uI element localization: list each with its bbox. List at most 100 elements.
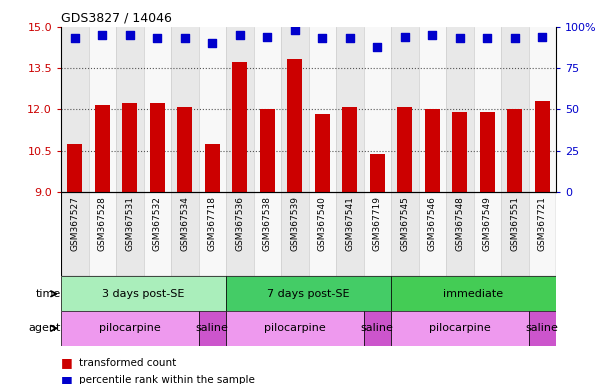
Text: GSM367531: GSM367531 (125, 196, 134, 251)
Text: ■: ■ (61, 356, 73, 369)
Point (70, 35, 79, 41)
Bar (315, 114, 330, 192)
Text: pilocarpine: pilocarpine (99, 323, 161, 333)
Bar (336, 192, 364, 276)
Text: transformed count: transformed count (79, 358, 177, 368)
Text: GSM367548: GSM367548 (455, 196, 464, 251)
Text: GSM367527: GSM367527 (70, 196, 79, 251)
Bar (287, 60, 302, 192)
Bar (122, 103, 137, 192)
Bar (364, 27, 391, 192)
Bar (391, 27, 419, 192)
Text: 3 days post-SE: 3 days post-SE (103, 289, 185, 299)
Text: time: time (36, 289, 61, 299)
Point (400, 34, 409, 40)
Text: GSM367536: GSM367536 (235, 196, 244, 251)
Bar (232, 62, 247, 192)
Bar (226, 27, 254, 192)
Bar (95, 105, 110, 192)
Bar (61, 276, 226, 311)
Text: GSM367540: GSM367540 (318, 196, 327, 251)
Bar (171, 27, 199, 192)
Text: pilocarpine: pilocarpine (264, 323, 326, 333)
Text: GSM367719: GSM367719 (373, 196, 382, 251)
Text: GSM367539: GSM367539 (290, 196, 299, 251)
Bar (116, 192, 144, 276)
Text: GSM367538: GSM367538 (263, 196, 272, 251)
Bar (474, 192, 501, 276)
Text: GSM367534: GSM367534 (180, 196, 189, 251)
Point (318, 35, 327, 41)
Bar (171, 192, 199, 276)
Bar (281, 192, 309, 276)
Bar (501, 192, 529, 276)
Text: saline: saline (526, 323, 558, 333)
Point (538, 34, 547, 40)
Point (510, 35, 519, 41)
Text: GSM367718: GSM367718 (208, 196, 217, 251)
Bar (336, 27, 364, 192)
Text: GDS3827 / 14046: GDS3827 / 14046 (61, 11, 172, 24)
Bar (309, 192, 336, 276)
Bar (535, 101, 550, 192)
Bar (425, 109, 440, 192)
Bar (254, 27, 281, 192)
Text: GSM367532: GSM367532 (153, 196, 162, 251)
Bar (529, 192, 556, 276)
Bar (61, 192, 89, 276)
Bar (370, 154, 385, 192)
Bar (254, 192, 281, 276)
Bar (199, 311, 226, 346)
Point (427, 32, 437, 38)
Bar (199, 192, 226, 276)
Bar (199, 27, 226, 192)
Bar (144, 27, 171, 192)
Bar (309, 27, 336, 192)
Bar (89, 192, 116, 276)
Bar (391, 276, 556, 311)
Bar (150, 103, 165, 192)
Bar (144, 192, 171, 276)
Bar (61, 27, 89, 192)
Point (125, 32, 134, 38)
Bar (474, 27, 501, 192)
Text: pilocarpine: pilocarpine (429, 323, 491, 333)
Text: 7 days post-SE: 7 days post-SE (267, 289, 350, 299)
Text: GSM367551: GSM367551 (510, 196, 519, 251)
Bar (419, 192, 446, 276)
Text: GSM367546: GSM367546 (428, 196, 437, 251)
Bar (529, 311, 556, 346)
Bar (529, 27, 556, 192)
Point (455, 35, 464, 41)
Bar (391, 192, 419, 276)
Text: percentile rank within the sample: percentile rank within the sample (79, 375, 255, 384)
Text: GSM367545: GSM367545 (400, 196, 409, 251)
Text: GSM367541: GSM367541 (345, 196, 354, 251)
Bar (364, 311, 391, 346)
Point (373, 44, 382, 50)
Bar (67, 144, 82, 192)
Bar (205, 144, 220, 192)
Text: GSM367549: GSM367549 (483, 196, 492, 251)
Bar (116, 27, 144, 192)
Text: GSM367528: GSM367528 (98, 196, 107, 251)
Bar (446, 27, 474, 192)
Bar (226, 276, 391, 311)
Bar (89, 27, 116, 192)
Text: immediate: immediate (444, 289, 503, 299)
Point (263, 34, 273, 40)
Point (235, 32, 244, 38)
Bar (177, 107, 192, 192)
Bar (342, 107, 357, 192)
Bar (226, 311, 364, 346)
Bar (61, 311, 199, 346)
Point (98, 32, 108, 38)
Point (345, 35, 354, 41)
Bar (391, 311, 529, 346)
Text: agent: agent (29, 323, 61, 333)
Text: saline: saline (196, 323, 229, 333)
Bar (480, 112, 495, 192)
Point (180, 35, 189, 41)
Text: GSM367721: GSM367721 (538, 196, 547, 251)
Point (482, 35, 492, 41)
